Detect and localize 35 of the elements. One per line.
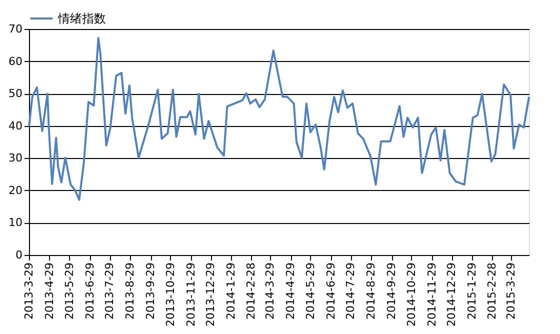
- x-tick-label: 2013-9-29: [144, 262, 158, 320]
- y-tick-label: 30: [8, 152, 22, 165]
- x-tick-label: 2014-11-29: [425, 262, 438, 326]
- x-tick-label: 2014-4-29: [284, 262, 298, 320]
- legend-label: 情绪指数: [57, 12, 106, 26]
- x-tick-label: 2014-3-29: [264, 262, 277, 320]
- x-tick-label: 2013-12-29: [204, 262, 218, 326]
- y-tick-label: 20: [8, 184, 22, 197]
- x-tick-label: 2013-6-29: [83, 262, 96, 320]
- x-tick-label: 2013-10-29: [164, 262, 177, 326]
- x-tick-label: 2015-3-29: [504, 262, 518, 320]
- x-tick-label: 2014-7-29: [344, 262, 358, 320]
- line-series: [28, 37, 530, 201]
- x-tick-label: 2014-12-29: [445, 262, 458, 326]
- x-tick-label: 2014-10-29: [404, 262, 418, 326]
- x-tick-label: 2015-2-28: [486, 262, 499, 320]
- x-tick-label: 2013-7-29: [103, 262, 116, 320]
- y-tick-label: 40: [8, 119, 22, 132]
- x-tick-label: 2014-6-29: [324, 262, 338, 320]
- x-tick-label: 2013-3-29: [22, 262, 36, 320]
- x-tick-label: 2014-5-29: [304, 262, 317, 320]
- x-tick-label: 2013-4-29: [42, 262, 56, 320]
- y-tick-label: 0: [16, 248, 22, 262]
- x-tick-label: 2013-5-29: [62, 262, 76, 320]
- x-tick-label: 2014-1-29: [224, 262, 238, 320]
- x-tick-label: 2015-1-29: [466, 262, 479, 320]
- x-tick-label: 2014-9-29: [385, 262, 398, 320]
- x-tick-label: 2014-2-28: [244, 262, 258, 320]
- y-tick-label: 10: [8, 216, 22, 230]
- y-tick-label: 50: [8, 87, 22, 100]
- x-tick-label: 2013-8-29: [124, 262, 137, 320]
- y-tick-label: 60: [8, 54, 22, 68]
- x-tick-label: 2013-11-29: [184, 262, 198, 326]
- x-tick-label: 2014-8-29: [364, 262, 378, 320]
- y-tick-label: 70: [8, 22, 22, 36]
